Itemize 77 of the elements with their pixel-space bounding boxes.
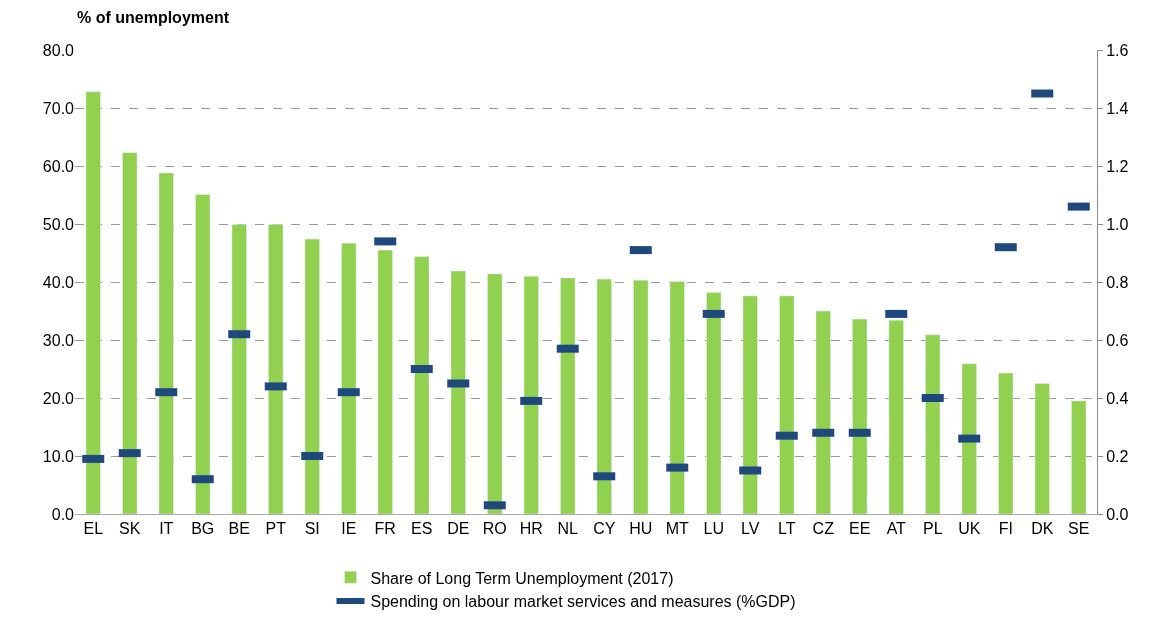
- x-tick-label: MT: [665, 520, 690, 538]
- y2-tick-label: 0.0: [1106, 505, 1129, 523]
- bar: [888, 320, 904, 514]
- x-tick-label: IE: [341, 520, 357, 538]
- x-tick-label: EE: [849, 520, 871, 538]
- bar: [450, 270, 466, 514]
- x-tick-label: LU: [703, 520, 724, 538]
- x-tick-label: LT: [778, 520, 796, 538]
- bar: [195, 194, 211, 514]
- x-tick-label: FI: [998, 520, 1013, 538]
- bar: [815, 310, 831, 514]
- bar: [779, 295, 795, 514]
- bar: [85, 91, 101, 514]
- y-tick-label: 40.0: [42, 273, 75, 291]
- bar: [633, 280, 649, 514]
- x-tick-label: EL: [83, 520, 104, 538]
- bar: [961, 363, 977, 514]
- x-tick-label: CY: [593, 520, 616, 538]
- x-tick-label: SI: [304, 520, 320, 538]
- bar: [596, 278, 612, 514]
- y2-tick-label: 0.4: [1106, 389, 1129, 407]
- bar: [669, 281, 685, 514]
- bar: [560, 277, 576, 514]
- x-tick-label: AT: [886, 520, 907, 538]
- bar: [158, 172, 174, 514]
- bar: [1071, 400, 1087, 514]
- x-tick-label: PL: [922, 520, 943, 538]
- x-tick-label: BG: [191, 520, 215, 538]
- y2-tick-label: 1.6: [1106, 41, 1129, 59]
- x-tick-label: UK: [958, 520, 981, 538]
- y-tick-label: 30.0: [42, 331, 75, 349]
- x-tick-label: ES: [411, 520, 433, 538]
- y-tick-label: 50.0: [42, 215, 75, 233]
- bar: [414, 256, 430, 514]
- y-tick-label: 70.0: [42, 99, 75, 117]
- bar: [998, 372, 1014, 514]
- bar: [1034, 383, 1050, 514]
- x-tick-label: CZ: [812, 520, 835, 538]
- y2-tick-label: 0.6: [1106, 331, 1129, 349]
- legend-label: Spending on labour market services and measures (%GDP): [370, 593, 796, 611]
- bar: [852, 318, 868, 514]
- x-tick-label: BE: [228, 520, 250, 538]
- bar: [268, 224, 284, 514]
- x-tick-label: RO: [482, 520, 507, 538]
- bar: [377, 249, 393, 514]
- x-tick-label: HU: [629, 520, 653, 538]
- bar: [341, 242, 357, 514]
- x-tick-label: LV: [741, 520, 760, 538]
- legend-label: Share of Long Term Unemployment (2017): [370, 569, 674, 587]
- y2-tick-label: 0.8: [1106, 273, 1129, 291]
- x-tick-label: SE: [1068, 520, 1090, 538]
- bar: [231, 224, 247, 514]
- x-tick-label: HR: [519, 520, 543, 538]
- x-tick-label: DE: [447, 520, 470, 538]
- x-tick-label: FR: [374, 520, 396, 538]
- x-tick-label: NL: [557, 520, 579, 538]
- x-tick-label: PT: [265, 520, 287, 538]
- y2-tick-label: 0.2: [1106, 447, 1129, 465]
- y2-tick-label: 1.2: [1106, 157, 1129, 175]
- bar: [304, 238, 320, 514]
- bar: [925, 334, 941, 514]
- bar: [487, 273, 503, 514]
- x-tick-label: DK: [1031, 520, 1054, 538]
- y-tick-label: 80.0: [42, 41, 75, 59]
- x-tick-label: SK: [119, 520, 141, 538]
- y2-tick-label: 1.4: [1106, 99, 1129, 117]
- bar: [122, 152, 138, 514]
- bar: [706, 292, 722, 514]
- bar: [742, 295, 758, 514]
- y-tick-label: 10.0: [42, 447, 75, 465]
- y-tick-label: 0.0: [51, 505, 75, 523]
- y-axis-title: % of unemployment: [77, 9, 230, 26]
- y2-tick-label: 1.0: [1106, 215, 1129, 233]
- x-tick-label: IT: [159, 520, 174, 538]
- y-tick-label: 20.0: [42, 389, 75, 407]
- bar: [523, 275, 539, 514]
- y-tick-label: 60.0: [42, 157, 75, 175]
